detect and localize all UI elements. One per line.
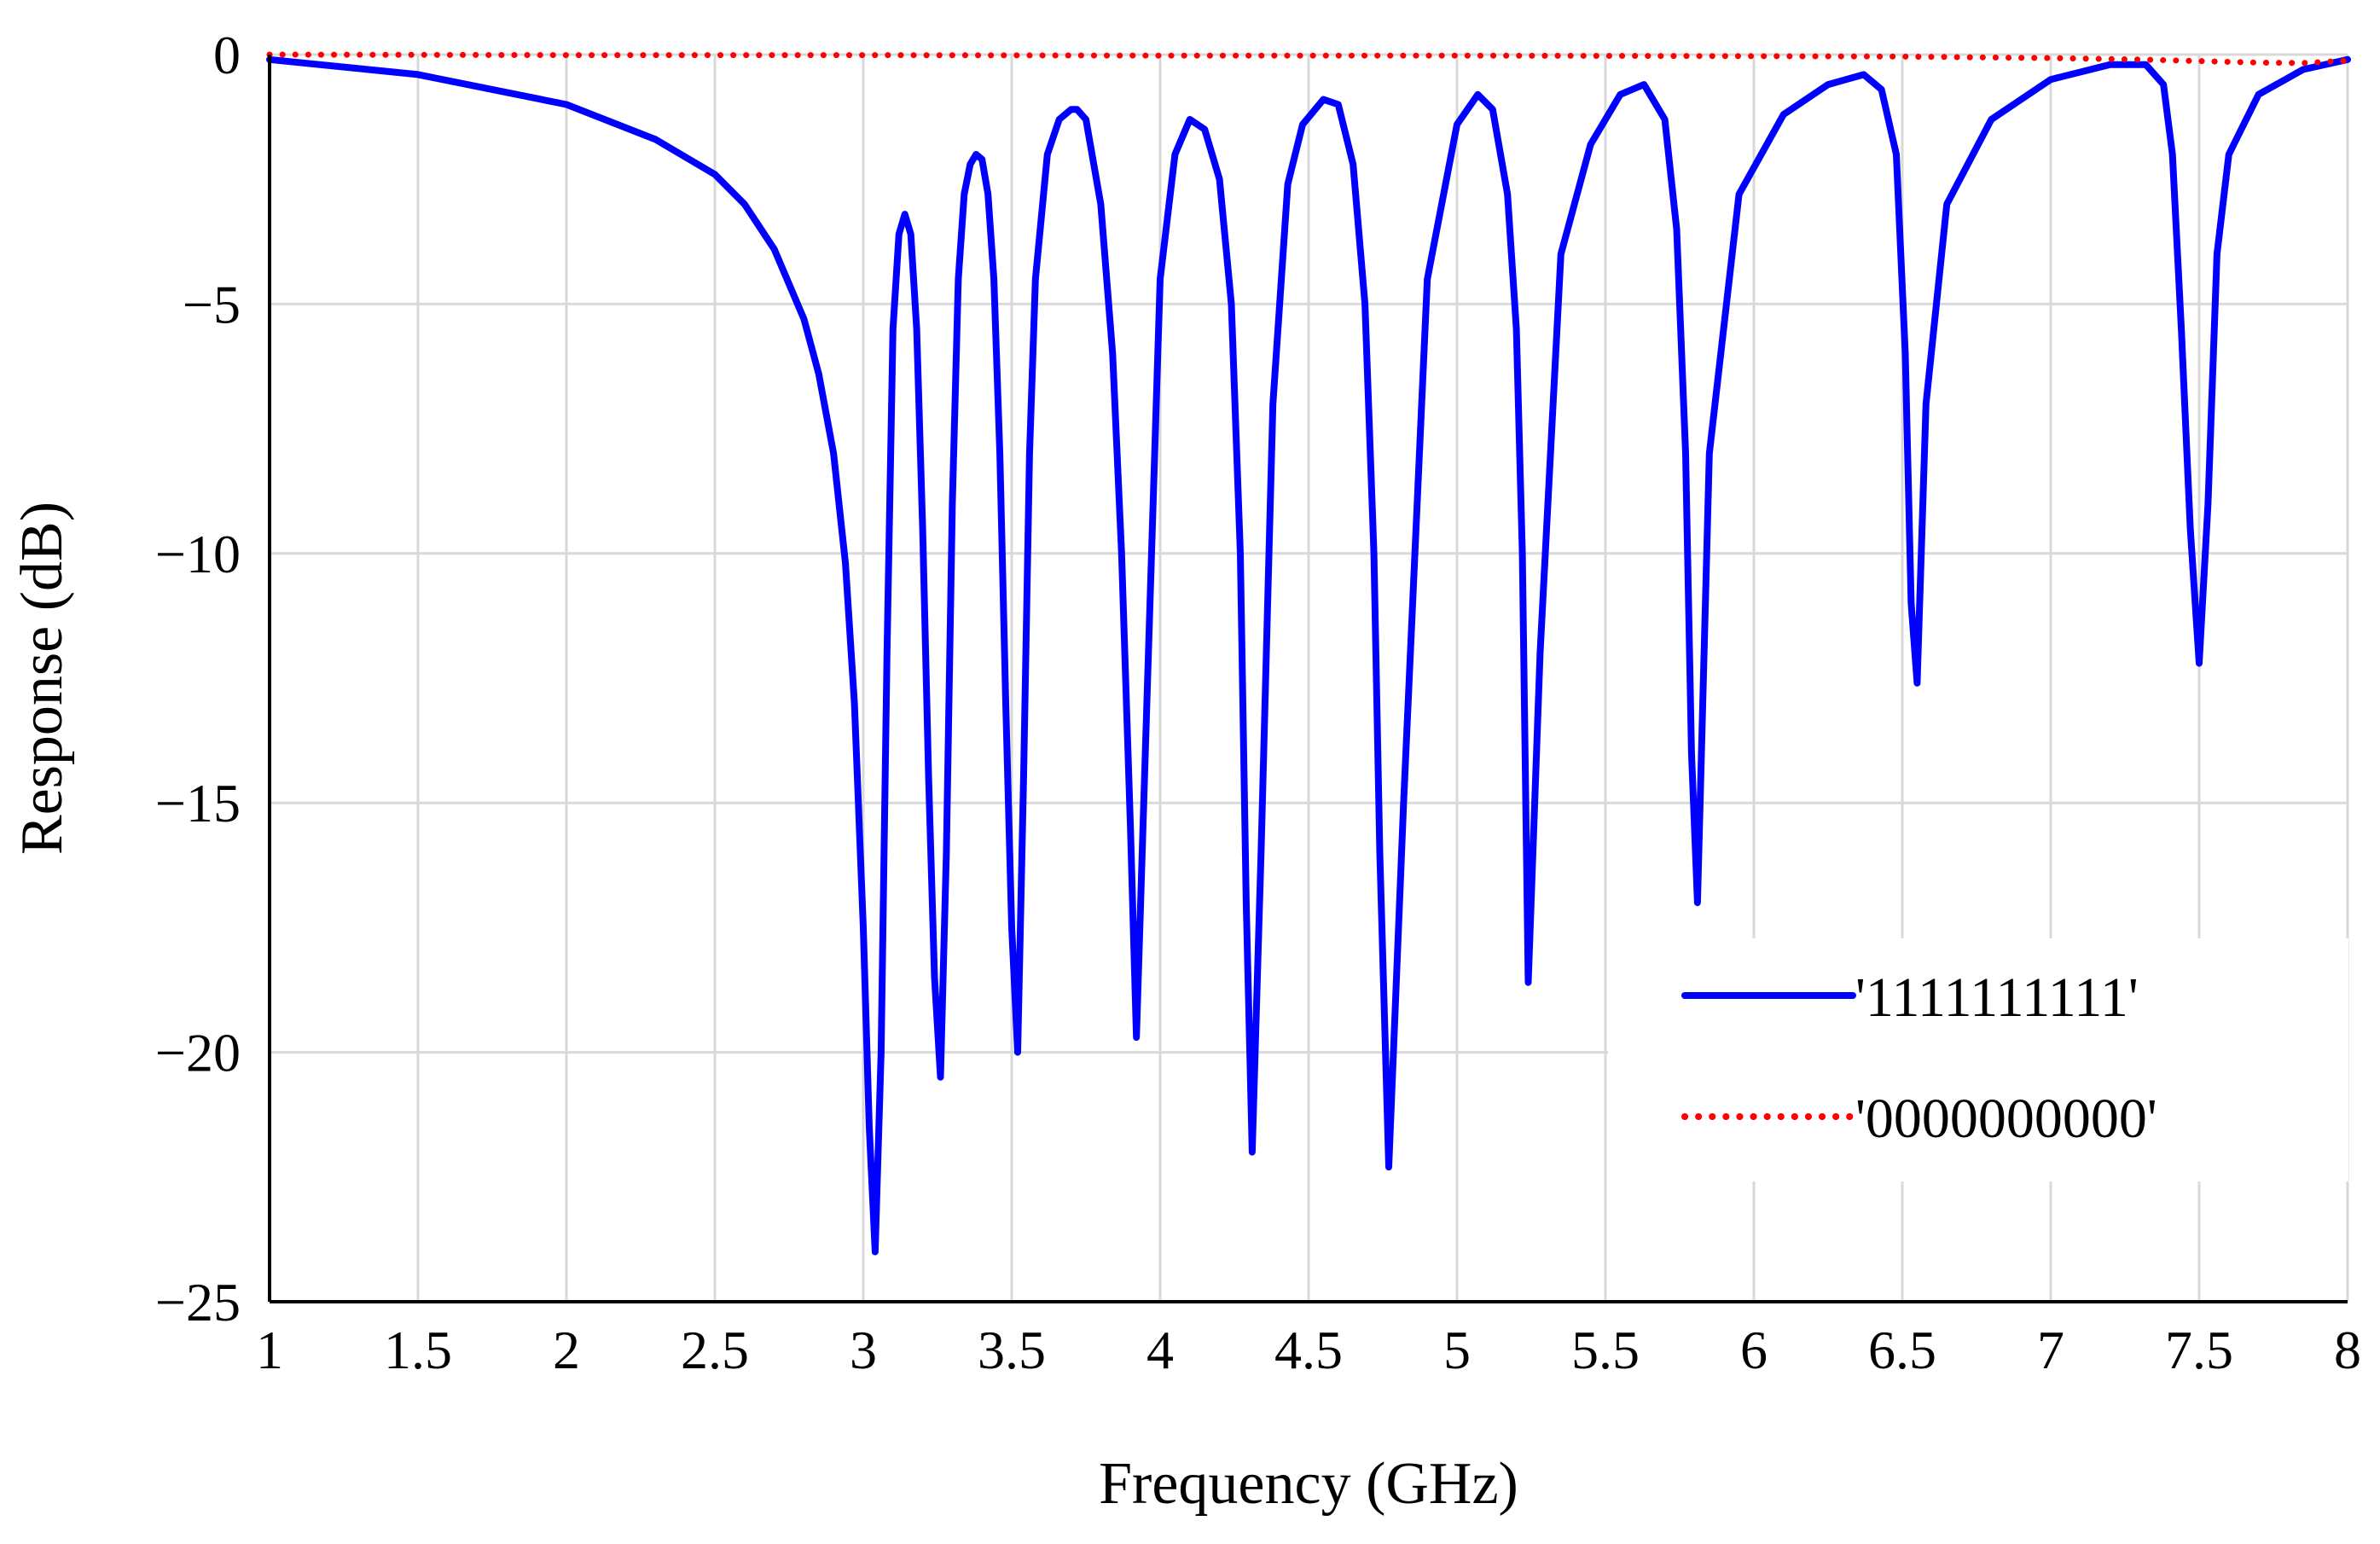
axes-frame [268, 55, 2348, 1303]
x-tick-label: 8 [2334, 1320, 2361, 1380]
x-tick-label: 6.5 [1868, 1320, 1936, 1380]
x-tick-label: 6 [1740, 1320, 1768, 1380]
y-tick-labels: 0 −5 −10 −15 −20 −25 [155, 25, 241, 1332]
x-tick-label: 2.5 [681, 1320, 749, 1380]
series-line-1 [266, 55, 2351, 1256]
x-tick-label: 4 [1146, 1320, 1174, 1380]
y-axis-label: Response (dB) [9, 502, 75, 855]
y-tick-label: 0 [213, 25, 241, 85]
x-tick-label: 3.5 [978, 1320, 1046, 1380]
y-tick-label: −20 [155, 1023, 241, 1083]
plot-series [266, 51, 2351, 1256]
legend-label-1: '1111111111' [1855, 966, 2139, 1029]
x-tick-label: 1.5 [384, 1320, 452, 1380]
x-tick-label: 4.5 [1274, 1320, 1343, 1380]
y-tick-label: −5 [183, 274, 241, 334]
y-tick-label: −25 [155, 1272, 241, 1332]
x-tick-labels: 1 1.5 2 2.5 3 3.5 4 4.5 5 5.5 6 6.5 7 7.5 8 [256, 1320, 2361, 1380]
x-tick-label: 3 [850, 1320, 877, 1380]
y-tick-label: −10 [155, 524, 241, 584]
x-tick-label: 7 [2037, 1320, 2064, 1380]
x-tick-label: 7.5 [2165, 1320, 2233, 1380]
x-axis-label: Frequency (GHz) [1099, 1451, 1518, 1517]
x-tick-label: 1 [256, 1320, 283, 1380]
series-line-2 [266, 51, 2351, 67]
y-tick-label: −15 [155, 773, 241, 833]
x-tick-label: 5.5 [1571, 1320, 1640, 1380]
x-tick-label: 2 [553, 1320, 580, 1380]
x-tick-label: 5 [1443, 1320, 1471, 1380]
legend-label-2: '0000000000' [1855, 1088, 2157, 1150]
legend: '1111111111' '0000000000' [1608, 938, 2348, 1181]
legend-box [1608, 938, 2348, 1181]
